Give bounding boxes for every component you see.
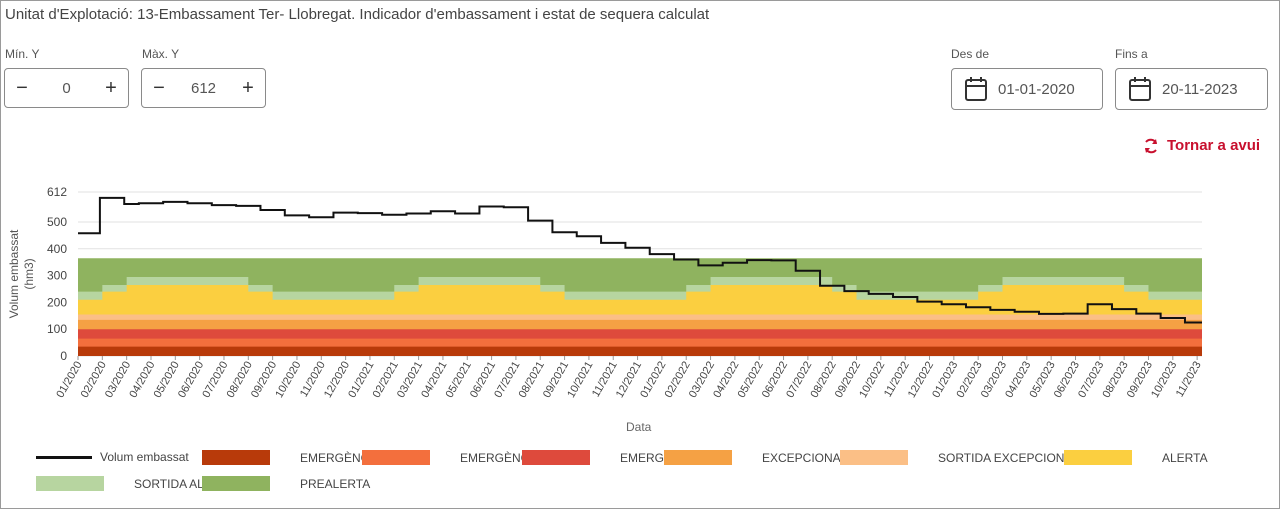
legend-label: ALERTA bbox=[1162, 450, 1208, 465]
reservoir-chart: 010020030040050061201/202002/202003/2020… bbox=[7, 185, 1204, 434]
legend-swatch bbox=[202, 450, 270, 465]
y-tick-label: 612 bbox=[47, 185, 67, 199]
x-axis-title: Data bbox=[626, 420, 652, 434]
series-volum-embassat-line bbox=[78, 196, 1202, 324]
y-tick-label: 200 bbox=[47, 295, 67, 309]
to-date-label: Fins a bbox=[1115, 47, 1148, 61]
legend-item[interactable]: Volum embassat bbox=[36, 450, 189, 464]
from-date-field[interactable]: 01-01-2020 bbox=[951, 68, 1103, 110]
reset-label: Tornar a avui bbox=[1167, 137, 1261, 154]
legend-label: PREALERTA bbox=[300, 476, 371, 491]
legend-swatch bbox=[202, 476, 270, 491]
legend-swatch bbox=[36, 455, 92, 459]
min-y-label: Mín. Y bbox=[5, 47, 40, 61]
y-tick-label: 100 bbox=[47, 322, 67, 336]
min-y-decrement-button[interactable]: − bbox=[16, 77, 28, 99]
legend-label: SORTIDA EXCEPCIONALITAT bbox=[938, 450, 1104, 465]
y-axis-unit: (hm3) bbox=[22, 258, 36, 289]
legend-label: Volum embassat bbox=[100, 450, 189, 464]
band-emergencia3 bbox=[78, 346, 1202, 356]
legend-swatch bbox=[664, 450, 732, 465]
max-y-increment-button[interactable]: + bbox=[242, 77, 254, 99]
calendar-icon bbox=[965, 77, 987, 101]
min-y-increment-button[interactable]: + bbox=[105, 77, 117, 99]
min-y-stepper: − 0 + bbox=[4, 68, 129, 108]
reset-to-today-button[interactable]: Tornar a avui bbox=[1143, 137, 1260, 154]
y-tick-label: 300 bbox=[47, 269, 67, 283]
from-date-label: Des de bbox=[951, 47, 990, 61]
max-y-label: Màx. Y bbox=[142, 47, 180, 61]
legend-swatch bbox=[840, 450, 908, 465]
legend-swatch bbox=[362, 450, 430, 465]
y-tick-label: 400 bbox=[47, 242, 67, 256]
to-date-input[interactable]: 20-11-2023 bbox=[1162, 80, 1238, 98]
legend-item[interactable]: SORTIDA EXCEPCIONALITAT bbox=[840, 450, 1103, 465]
calendar-icon bbox=[1129, 77, 1151, 101]
y-tick-label: 500 bbox=[47, 215, 67, 229]
legend-swatch bbox=[522, 450, 590, 465]
max-y-stepper: − 612 + bbox=[141, 68, 266, 108]
from-date-input[interactable]: 01-01-2020 bbox=[998, 80, 1075, 98]
y-tick-label: 0 bbox=[60, 349, 67, 363]
legend-item[interactable]: ALERTA bbox=[1064, 450, 1208, 465]
y-axis-title: Volum embassat bbox=[7, 229, 21, 318]
page-title: Unitat d'Explotació: 13-Embassament Ter-… bbox=[5, 6, 710, 23]
max-y-decrement-button[interactable]: − bbox=[153, 77, 165, 99]
legend-item[interactable]: PREALERTA bbox=[202, 476, 370, 491]
to-date-field[interactable]: 20-11-2023 bbox=[1115, 68, 1268, 110]
refresh-icon bbox=[1145, 138, 1157, 153]
max-y-input[interactable]: 612 bbox=[190, 79, 217, 97]
legend-swatch bbox=[36, 476, 104, 491]
min-y-input[interactable]: 0 bbox=[62, 79, 71, 97]
legend-swatch bbox=[1064, 450, 1132, 465]
